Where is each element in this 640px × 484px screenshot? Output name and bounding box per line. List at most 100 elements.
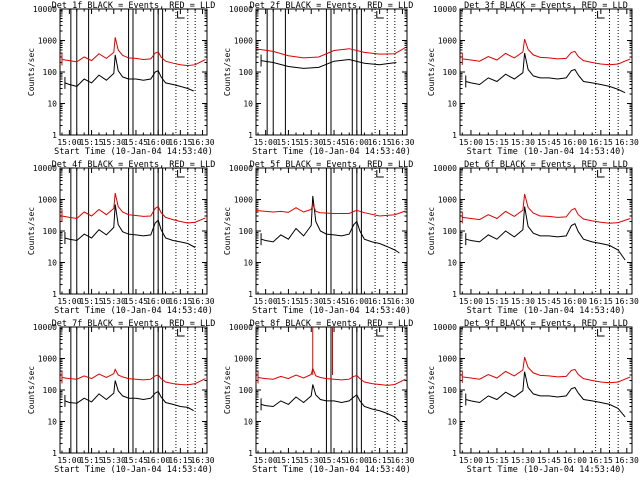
- corner-bracket-glyph: [597, 170, 605, 178]
- x-tick-label: 15:15: [276, 456, 300, 465]
- x-tick-label: 16:30: [615, 138, 639, 147]
- series-group: [61, 37, 206, 92]
- y-tick-label: 1000: [38, 37, 57, 46]
- series-group: [61, 368, 206, 412]
- y-tick-label: 10000: [229, 164, 253, 173]
- x-axis-label: Start Time (10-Jan-04 14:53:40): [252, 306, 411, 316]
- series-group: [61, 192, 206, 248]
- plot-frame: [459, 167, 633, 295]
- x-tick-label: 16:00: [146, 297, 170, 306]
- panel-det-5: 1 10 100 1000 10000 15:0015:1515:3015:4516:00…: [223, 160, 415, 316]
- y-tick-label: 1000: [438, 355, 457, 364]
- plot-frame: [459, 8, 633, 136]
- panel-title: Det 1f BLACK = Events, RED = LLD: [52, 1, 216, 11]
- x-tick-label: 15:15: [276, 297, 300, 306]
- x-tick-label: 15:00: [57, 297, 81, 306]
- series-events-line: [261, 58, 397, 69]
- series-events-line: [465, 206, 626, 261]
- panel-title: Det 2f BLACK = Events, RED = LLD: [250, 1, 414, 11]
- y-axis-label: Counts/sec: [27, 207, 36, 255]
- x-tick-label: 16:30: [615, 297, 639, 306]
- y-axis-label: Counts/sec: [427, 207, 436, 255]
- y-tick-label: 100: [43, 386, 58, 395]
- y-tick-label: 10: [243, 100, 253, 109]
- x-tick-label: 15:30: [102, 456, 126, 465]
- x-tick-label: 15:15: [276, 138, 300, 147]
- x-tick-label: 16:00: [345, 138, 369, 147]
- x-tick-label: 15:45: [124, 456, 148, 465]
- y-axis-label: Counts/sec: [27, 48, 36, 96]
- y-tick-label: 10000: [433, 5, 457, 14]
- plot-frame: [255, 326, 408, 454]
- x-axis-label: Start Time (10-Jan-04 14:53:40): [467, 306, 626, 316]
- series-lld-line: [256, 47, 406, 59]
- panel-det-9: 1 10 100 1000 10000 15:00 15:15 15:30 15:45 16:00…: [427, 319, 639, 475]
- x-tick-label: 15:00: [57, 138, 81, 147]
- y-tick-label: 100: [43, 68, 58, 77]
- panel-title: Det 4f BLACK = Events, RED = LLD: [52, 160, 216, 170]
- series-group: [461, 357, 631, 418]
- x-axis-label: Start Time (10-Jan-04 14:53:40): [54, 465, 213, 475]
- y-tick-label: 1: [52, 290, 57, 299]
- y-tick-label: 1: [248, 449, 253, 458]
- panel-det-2: 1 10 100 1000 10000 15:0015:1515:3015:4516:00…: [223, 1, 415, 157]
- series-lld-line: [61, 368, 206, 386]
- x-tick-label: 16:00: [563, 456, 587, 465]
- corner-bracket-glyph: [177, 11, 185, 19]
- corner-bracket-glyph: [597, 11, 605, 19]
- x-tick-label: 15:30: [102, 138, 126, 147]
- series-lld-line: [462, 193, 631, 224]
- x-tick-label: 15:45: [124, 297, 148, 306]
- series-events-line: [260, 384, 400, 422]
- series-lld-line: [61, 192, 206, 224]
- x-tick-label: 15:15: [485, 456, 509, 465]
- series-group: [461, 39, 631, 94]
- plot-frame: [255, 167, 408, 295]
- y-tick-label: 10000: [433, 323, 457, 332]
- x-tick-label: 16:00: [563, 297, 587, 306]
- x-tick-label: 16:30: [390, 456, 414, 465]
- panel-det-7: 1 10 100 1000 10000 15:0015:1515:3015:4516:00…: [27, 319, 215, 475]
- y-tick-label: 1000: [438, 196, 457, 205]
- y-tick-label: 1000: [234, 196, 253, 205]
- y-tick-label: 10: [47, 418, 57, 427]
- x-tick-label: 16:15: [589, 297, 613, 306]
- x-tick-label: 15:15: [80, 456, 104, 465]
- y-tick-label: 1000: [438, 37, 457, 46]
- x-axis-label: Start Time (10-Jan-04 14:53:40): [54, 147, 213, 157]
- x-tick-label: 15:45: [124, 138, 148, 147]
- panel-det-8: 1 10 100 1000 10000 15:0015:1515:3015:4516:00…: [223, 319, 415, 475]
- panel-title: Det 9f BLACK = Events, RED = LLD: [464, 319, 628, 329]
- plot-frame: [255, 8, 408, 136]
- x-tick-label: 16:15: [368, 456, 392, 465]
- x-tick-label: 16:00: [146, 456, 170, 465]
- x-tick-label: 15:45: [322, 297, 346, 306]
- y-tick-label: 100: [443, 386, 458, 395]
- y-tick-label: 10000: [433, 164, 457, 173]
- x-tick-label: 16:30: [191, 138, 215, 147]
- panel-title: Det 6f BLACK = Events, RED = LLD: [464, 160, 628, 170]
- y-tick-label: 1000: [234, 355, 253, 364]
- x-tick-label: 16:15: [168, 456, 192, 465]
- y-tick-label: 10: [47, 100, 57, 109]
- y-tick-label: 1: [452, 449, 457, 458]
- panel-det-6: 1 10 100 1000 10000 15:00 15:15 15:30 15:45 16:00…: [427, 160, 639, 316]
- x-tick-label: 16:15: [168, 297, 192, 306]
- y-tick-label: 1000: [38, 355, 57, 364]
- y-tick-label: 1000: [234, 37, 253, 46]
- series-group: [256, 47, 406, 69]
- y-tick-label: 100: [239, 386, 254, 395]
- x-tick-label: 16:30: [191, 297, 215, 306]
- y-axis-label: Counts/sec: [27, 366, 36, 414]
- y-tick-label: 1: [452, 290, 457, 299]
- x-tick-label: 15:15: [485, 138, 509, 147]
- x-axis-label: Start Time (10-Jan-04 14:53:40): [467, 465, 626, 475]
- x-tick-label: 15:45: [322, 456, 346, 465]
- corner-bracket-glyph: [376, 170, 384, 178]
- y-axis-label: Counts/sec: [427, 48, 436, 96]
- y-tick-label: 1: [52, 131, 57, 140]
- x-tick-label: 15:00: [254, 297, 278, 306]
- y-tick-label: 10: [447, 100, 457, 109]
- series-events-line: [64, 54, 194, 92]
